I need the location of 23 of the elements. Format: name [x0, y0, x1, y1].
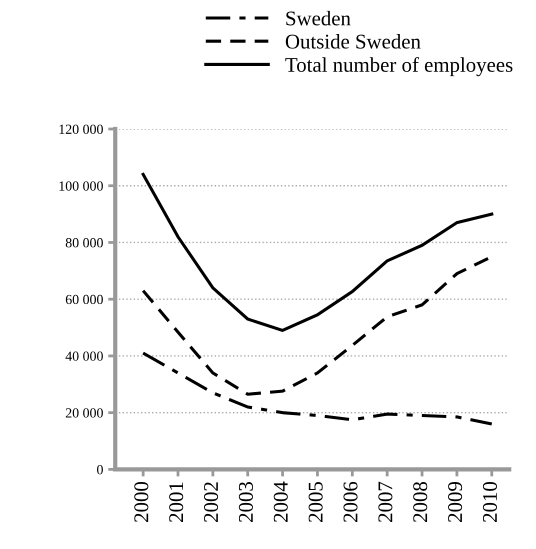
- y-tick-label: 0: [97, 464, 103, 474]
- x-tick-label: 2009: [448, 482, 462, 522]
- x-tick-label: 2003: [238, 482, 253, 522]
- x-tick-label: 2000: [134, 482, 148, 522]
- x-tick-label: 2001: [169, 482, 184, 522]
- legend-label: Total number of employees: [285, 57, 512, 76]
- x-tick-label: 2002: [204, 482, 218, 522]
- x-tick-label: 2010: [482, 482, 497, 522]
- y-tick-label: 40 000: [66, 352, 103, 361]
- line-series: [142, 352, 494, 426]
- y-tick-label: 100 000: [60, 181, 103, 191]
- x-tick-label: 2005: [308, 482, 323, 522]
- x-tick-label: 2006: [343, 482, 358, 522]
- line-series: [142, 172, 494, 332]
- x-tick-label: 2007: [378, 482, 392, 522]
- y-tick-label: 80 000: [66, 238, 103, 248]
- x-tick-label: 2008: [413, 482, 428, 522]
- y-tick-label: 20 000: [66, 408, 103, 418]
- legend-label: Sweden: [286, 10, 351, 26]
- legend-label: Outside Sweden: [286, 34, 421, 49]
- y-tick-label: 120 000: [60, 124, 103, 134]
- x-tick-label: 2004: [274, 482, 288, 522]
- y-tick-label: 60 000: [66, 294, 103, 304]
